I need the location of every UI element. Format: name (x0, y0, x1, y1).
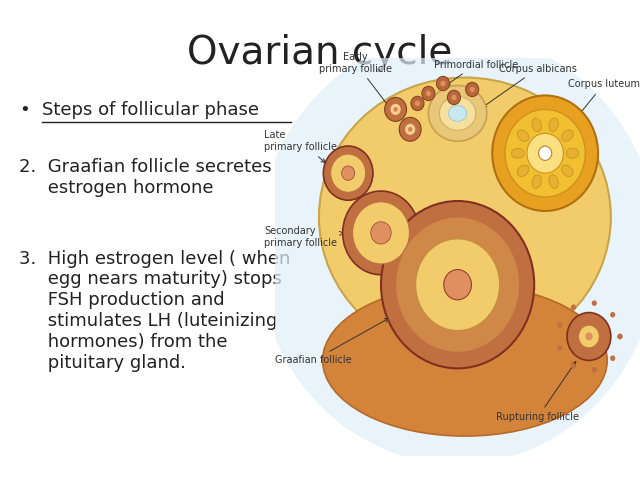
Circle shape (618, 334, 623, 339)
Text: 2.  Graafian follicle secretes
     estrogen hormone: 2. Graafian follicle secretes estrogen h… (19, 158, 272, 197)
Ellipse shape (566, 148, 579, 158)
Ellipse shape (449, 106, 467, 121)
Circle shape (579, 325, 599, 348)
Circle shape (451, 95, 456, 100)
Ellipse shape (440, 96, 476, 130)
Circle shape (405, 124, 415, 135)
Text: Graafian follicle: Graafian follicle (275, 318, 388, 365)
Text: Secondary
primary follicle: Secondary primary follicle (264, 226, 344, 248)
Ellipse shape (323, 285, 607, 436)
Text: Early
primary follicle: Early primary follicle (319, 52, 393, 112)
Circle shape (505, 109, 586, 197)
Circle shape (371, 222, 391, 244)
Circle shape (557, 322, 563, 328)
Circle shape (342, 191, 419, 275)
Text: Late
primary follicle: Late primary follicle (264, 131, 337, 163)
Circle shape (618, 334, 623, 339)
Circle shape (567, 312, 611, 360)
Circle shape (415, 101, 420, 106)
Circle shape (422, 86, 435, 101)
Circle shape (415, 239, 500, 331)
Circle shape (353, 202, 410, 264)
Ellipse shape (257, 34, 640, 464)
Ellipse shape (428, 85, 487, 141)
Ellipse shape (549, 175, 558, 189)
Text: Steps of follicular phase: Steps of follicular phase (42, 101, 259, 119)
Circle shape (610, 356, 615, 361)
Circle shape (592, 300, 597, 306)
Ellipse shape (549, 118, 558, 132)
Circle shape (592, 367, 597, 372)
Ellipse shape (511, 148, 524, 158)
Text: Rupturing follicle: Rupturing follicle (497, 361, 579, 422)
Circle shape (492, 96, 598, 211)
Text: Ovarian cycle: Ovarian cycle (188, 34, 452, 72)
Circle shape (610, 312, 615, 317)
Circle shape (323, 146, 373, 200)
Circle shape (571, 304, 576, 310)
Circle shape (390, 104, 401, 115)
Circle shape (399, 118, 421, 141)
Circle shape (408, 127, 412, 132)
Text: Primordial follicle: Primordial follicle (434, 60, 518, 85)
Circle shape (444, 270, 472, 300)
Ellipse shape (532, 118, 541, 132)
Circle shape (436, 76, 449, 91)
Circle shape (411, 96, 424, 110)
Ellipse shape (561, 130, 573, 142)
Ellipse shape (561, 165, 573, 177)
Ellipse shape (517, 130, 529, 142)
Circle shape (539, 146, 552, 160)
Circle shape (447, 90, 461, 105)
Circle shape (331, 154, 365, 192)
Ellipse shape (532, 175, 541, 189)
Ellipse shape (517, 165, 529, 177)
Circle shape (440, 81, 445, 86)
Circle shape (426, 91, 431, 96)
Circle shape (470, 87, 475, 92)
Ellipse shape (319, 77, 611, 356)
Text: Corpus luteum: Corpus luteum (568, 80, 639, 126)
Text: 3.  High estrogen level ( when
     egg nears maturity) stops
     FSH productio: 3. High estrogen level ( when egg nears … (19, 250, 291, 372)
Circle shape (571, 363, 576, 369)
Circle shape (585, 333, 593, 340)
Circle shape (527, 133, 563, 173)
Circle shape (396, 217, 520, 352)
Circle shape (342, 166, 355, 180)
Circle shape (381, 201, 534, 368)
Text: •: • (19, 101, 30, 119)
Text: Corpus albicans: Corpus albicans (483, 63, 577, 107)
Circle shape (385, 97, 406, 121)
Circle shape (557, 345, 563, 351)
Circle shape (466, 82, 479, 96)
Circle shape (394, 107, 398, 112)
